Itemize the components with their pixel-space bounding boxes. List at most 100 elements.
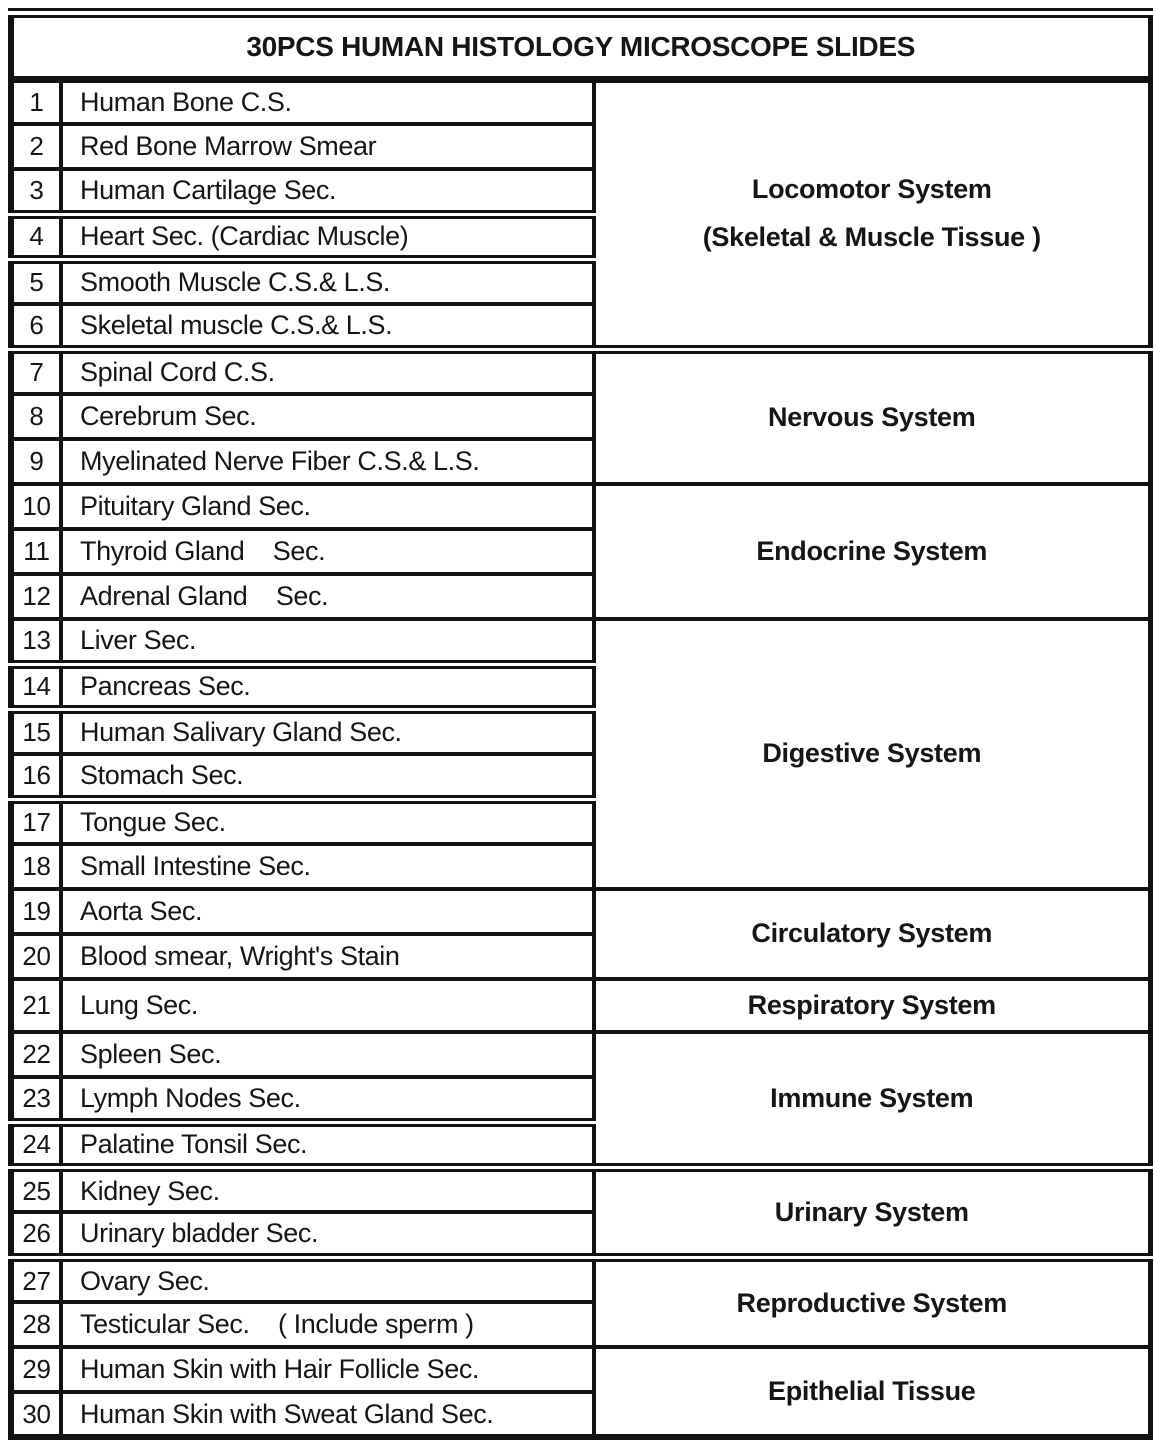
system-group-cell: Urinary System bbox=[592, 1165, 1152, 1262]
slide-name-cell: Small Intestine Sec. bbox=[59, 842, 596, 891]
row-number-cell: 4 bbox=[9, 212, 63, 264]
slide-name-cell: Skeletal muscle C.S.& L.S. bbox=[59, 302, 596, 354]
table-row: 15 Human Salivary Gland Sec. bbox=[9, 707, 1150, 756]
row-number-cell: 22 bbox=[9, 1030, 63, 1080]
slide-name-cell: Tongue Sec. bbox=[59, 797, 596, 846]
system-group-cell: Respiratory System bbox=[592, 976, 1152, 1035]
table-row: 19 Aorta Sec. Circulatory System bbox=[9, 887, 1152, 981]
table-row: 11 Thyroid Gland Sec. bbox=[9, 527, 1150, 576]
slide-name-cell: Human Bone C.S. bbox=[59, 77, 596, 126]
table-row: 2 Red Bone Marrow Smear bbox=[9, 122, 1150, 171]
page-title: 30PCS HUMAN HISTOLOGY MICROSCOPE SLIDES bbox=[9, 11, 1152, 83]
slide-name-cell: Stomach Sec. bbox=[59, 752, 596, 804]
row-number-cell: 27 bbox=[9, 1255, 63, 1305]
slide-name-cell: Human Salivary Gland Sec. bbox=[59, 707, 596, 756]
slide-name-cell: Smooth Muscle C.S.& L.S. bbox=[59, 257, 596, 306]
system-group-cell: Immune System bbox=[592, 1030, 1152, 1172]
system-group-cell: Digestive System bbox=[592, 617, 1152, 891]
table-row: 8 Cerebrum Sec. bbox=[9, 392, 1150, 441]
row-number-cell: 23 bbox=[9, 1075, 63, 1127]
system-group-cell: Locomotor System (Skeletal & Muscle Tissu… bbox=[592, 77, 1152, 354]
system-label-line: Reproductive System bbox=[736, 1287, 1008, 1318]
slide-name-cell: Palatine Tonsil Sec. bbox=[59, 1120, 596, 1172]
slide-name-cell: Lung Sec. bbox=[59, 976, 596, 1035]
table-row: 21 Lung Sec. Respiratory System bbox=[9, 976, 1152, 1035]
row-number-cell: 2 bbox=[9, 122, 63, 171]
slide-name-cell: Thyroid Gland Sec. bbox=[59, 527, 596, 576]
slide-name-cell: Spleen Sec. bbox=[59, 1030, 596, 1080]
slide-name-cell: Spinal Cord C.S. bbox=[59, 347, 596, 396]
system-group-cell: Nervous System bbox=[592, 347, 1152, 486]
table-row: 10 Pituitary Gland Sec. Endocrine System bbox=[9, 482, 1152, 621]
system-label-line: Urinary System bbox=[774, 1196, 969, 1227]
table-row: 13 Liver Sec. Digestive System bbox=[9, 617, 1152, 891]
table-row: 26 Urinary bladder Sec. bbox=[9, 1210, 1150, 1262]
slide-name-cell: Lymph Nodes Sec. bbox=[59, 1075, 596, 1127]
slide-name-cell: Ovary Sec. bbox=[59, 1255, 596, 1305]
row-number-cell: 9 bbox=[9, 437, 63, 486]
slides-table: 30PCS HUMAN HISTOLOGY MICROSCOPE SLIDES … bbox=[8, 8, 1153, 1441]
table-row: 17 Tongue Sec. bbox=[9, 797, 1150, 846]
slide-name-cell: Testicular Sec. ( Include sperm ) bbox=[59, 1300, 596, 1350]
slide-name-cell: Pancreas Sec. bbox=[59, 662, 596, 714]
table-row: 9 Myelinated Nerve Fiber C.S.& L.S. bbox=[9, 437, 1150, 486]
system-label-line: Nervous System bbox=[768, 402, 976, 433]
system-label-line: (Skeletal & Muscle Tissue ) bbox=[702, 221, 1041, 252]
row-number-cell: 28 bbox=[9, 1300, 63, 1350]
row-number-cell: 17 bbox=[9, 797, 63, 846]
table-row: 30 Human Skin with Sweat Gland Sec. bbox=[9, 1390, 1150, 1440]
system-group-cell: Endocrine System bbox=[592, 482, 1152, 621]
row-number-cell: 25 bbox=[9, 1165, 63, 1215]
slide-name-cell: Aorta Sec. bbox=[59, 887, 596, 936]
table-row: 24 Palatine Tonsil Sec. bbox=[9, 1120, 1150, 1172]
table-row: 3 Human Cartilage Sec. bbox=[9, 167, 1150, 219]
table-row: 23 Lymph Nodes Sec. bbox=[9, 1075, 1150, 1127]
row-number-cell: 3 bbox=[9, 167, 63, 219]
row-number-cell: 11 bbox=[9, 527, 63, 576]
row-number-cell: 16 bbox=[9, 752, 63, 804]
row-number-cell: 20 bbox=[9, 932, 63, 981]
slide-name-cell: Blood smear, Wright's Stain bbox=[59, 932, 596, 981]
row-number-cell: 8 bbox=[9, 392, 63, 441]
system-label-line: Endocrine System bbox=[756, 535, 988, 566]
table-row: 22 Spleen Sec. Immune System bbox=[9, 1030, 1152, 1172]
table-row: 16 Stomach Sec. bbox=[9, 752, 1150, 804]
table-row: 7 Spinal Cord C.S. Nervous System bbox=[9, 347, 1152, 486]
system-group-cell: Circulatory System bbox=[592, 887, 1152, 981]
slide-name-cell: Heart Sec. (Cardiac Muscle) bbox=[59, 212, 596, 264]
slide-name-cell: Human Skin with Sweat Gland Sec. bbox=[59, 1390, 596, 1440]
slide-name-cell: Kidney Sec. bbox=[59, 1165, 596, 1215]
row-number-cell: 13 bbox=[9, 617, 63, 669]
table-row: 1 Human Bone C.S. Locomotor System (Skeleta… bbox=[9, 77, 1152, 354]
system-group-cell: Epithelial Tissue bbox=[592, 1345, 1152, 1440]
system-label-line: Locomotor System bbox=[751, 174, 992, 205]
table-row: 14 Pancreas Sec. bbox=[9, 662, 1150, 714]
slide-name-cell: Liver Sec. bbox=[59, 617, 596, 669]
table-row: 25 Kidney Sec. Urinary System bbox=[9, 1165, 1152, 1262]
row-number-cell: 24 bbox=[9, 1120, 63, 1172]
table-row: 29 Human Skin with Hair Follicle Sec. Epit… bbox=[9, 1345, 1152, 1440]
slide-name-cell: Pituitary Gland Sec. bbox=[59, 482, 596, 531]
table-row: 28 Testicular Sec. ( Include sperm ) bbox=[9, 1300, 1150, 1350]
row-number-cell: 15 bbox=[9, 707, 63, 756]
row-number-cell: 30 bbox=[9, 1390, 63, 1440]
title-row: 30PCS HUMAN HISTOLOGY MICROSCOPE SLIDES bbox=[9, 11, 1152, 83]
table-row: 20 Blood smear, Wright's Stain bbox=[9, 932, 1150, 981]
row-number-cell: 10 bbox=[9, 482, 63, 531]
system-label-line: Epithelial Tissue bbox=[768, 1376, 976, 1407]
table-row: 27 Ovary Sec. Reproductive System bbox=[9, 1255, 1152, 1350]
table-row: 18 Small Intestine Sec. bbox=[9, 842, 1150, 891]
row-number-cell: 14 bbox=[9, 662, 63, 714]
table-row: 5 Smooth Muscle C.S.& L.S. bbox=[9, 257, 1150, 306]
system-label-line: Digestive System bbox=[762, 738, 982, 769]
row-number-cell: 7 bbox=[9, 347, 63, 396]
system-label-line: Respiratory System bbox=[747, 990, 997, 1020]
row-number-cell: 29 bbox=[9, 1345, 63, 1395]
slide-name-cell: Human Cartilage Sec. bbox=[59, 167, 596, 219]
table-row: 4 Heart Sec. (Cardiac Muscle) bbox=[9, 212, 1150, 264]
row-number-cell: 19 bbox=[9, 887, 63, 936]
slide-name-cell: Red Bone Marrow Smear bbox=[59, 122, 596, 171]
slide-name-cell: Myelinated Nerve Fiber C.S.& L.S. bbox=[59, 437, 596, 486]
system-group-cell: Reproductive System bbox=[592, 1255, 1152, 1350]
